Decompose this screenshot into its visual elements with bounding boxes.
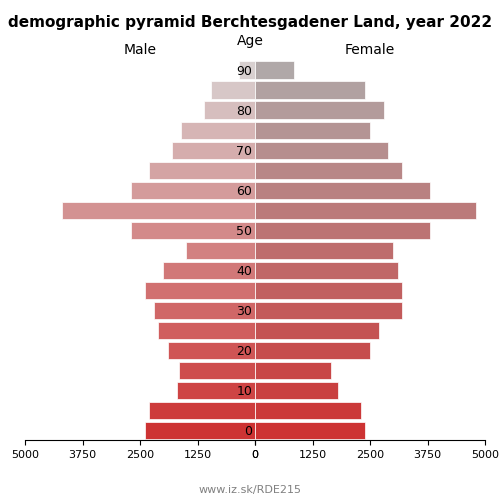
Bar: [186, 242, 255, 258]
Bar: [212, 82, 255, 98]
Bar: [255, 322, 379, 338]
Text: www.iz.sk/RDE215: www.iz.sk/RDE215: [198, 485, 302, 495]
Text: Age: Age: [236, 34, 264, 48]
Bar: [204, 102, 255, 118]
X-axis label: Female: Female: [345, 44, 395, 58]
Bar: [172, 142, 255, 158]
Bar: [255, 342, 370, 358]
Bar: [255, 302, 402, 318]
X-axis label: Male: Male: [124, 44, 156, 58]
Bar: [131, 222, 255, 238]
Bar: [154, 302, 255, 318]
Bar: [62, 202, 255, 218]
Bar: [149, 402, 255, 418]
Bar: [255, 242, 393, 258]
Bar: [255, 142, 388, 158]
Bar: [255, 202, 476, 218]
Bar: [131, 182, 255, 198]
Bar: [255, 162, 402, 178]
Bar: [163, 262, 255, 278]
Text: demographic pyramid Berchtesgadener Land, year 2022: demographic pyramid Berchtesgadener Land…: [8, 15, 492, 30]
Bar: [255, 122, 370, 138]
Bar: [255, 82, 366, 98]
Bar: [179, 362, 255, 378]
Bar: [168, 342, 255, 358]
Bar: [255, 362, 331, 378]
Bar: [255, 282, 402, 298]
Bar: [255, 62, 294, 78]
Bar: [158, 322, 255, 338]
Bar: [149, 162, 255, 178]
Bar: [255, 182, 430, 198]
Bar: [144, 422, 255, 438]
Bar: [255, 102, 384, 118]
Bar: [255, 382, 338, 398]
Bar: [255, 402, 361, 418]
Bar: [144, 282, 255, 298]
Bar: [182, 122, 255, 138]
Bar: [255, 222, 430, 238]
Bar: [239, 62, 255, 78]
Bar: [177, 382, 255, 398]
Bar: [255, 422, 366, 438]
Bar: [255, 262, 398, 278]
